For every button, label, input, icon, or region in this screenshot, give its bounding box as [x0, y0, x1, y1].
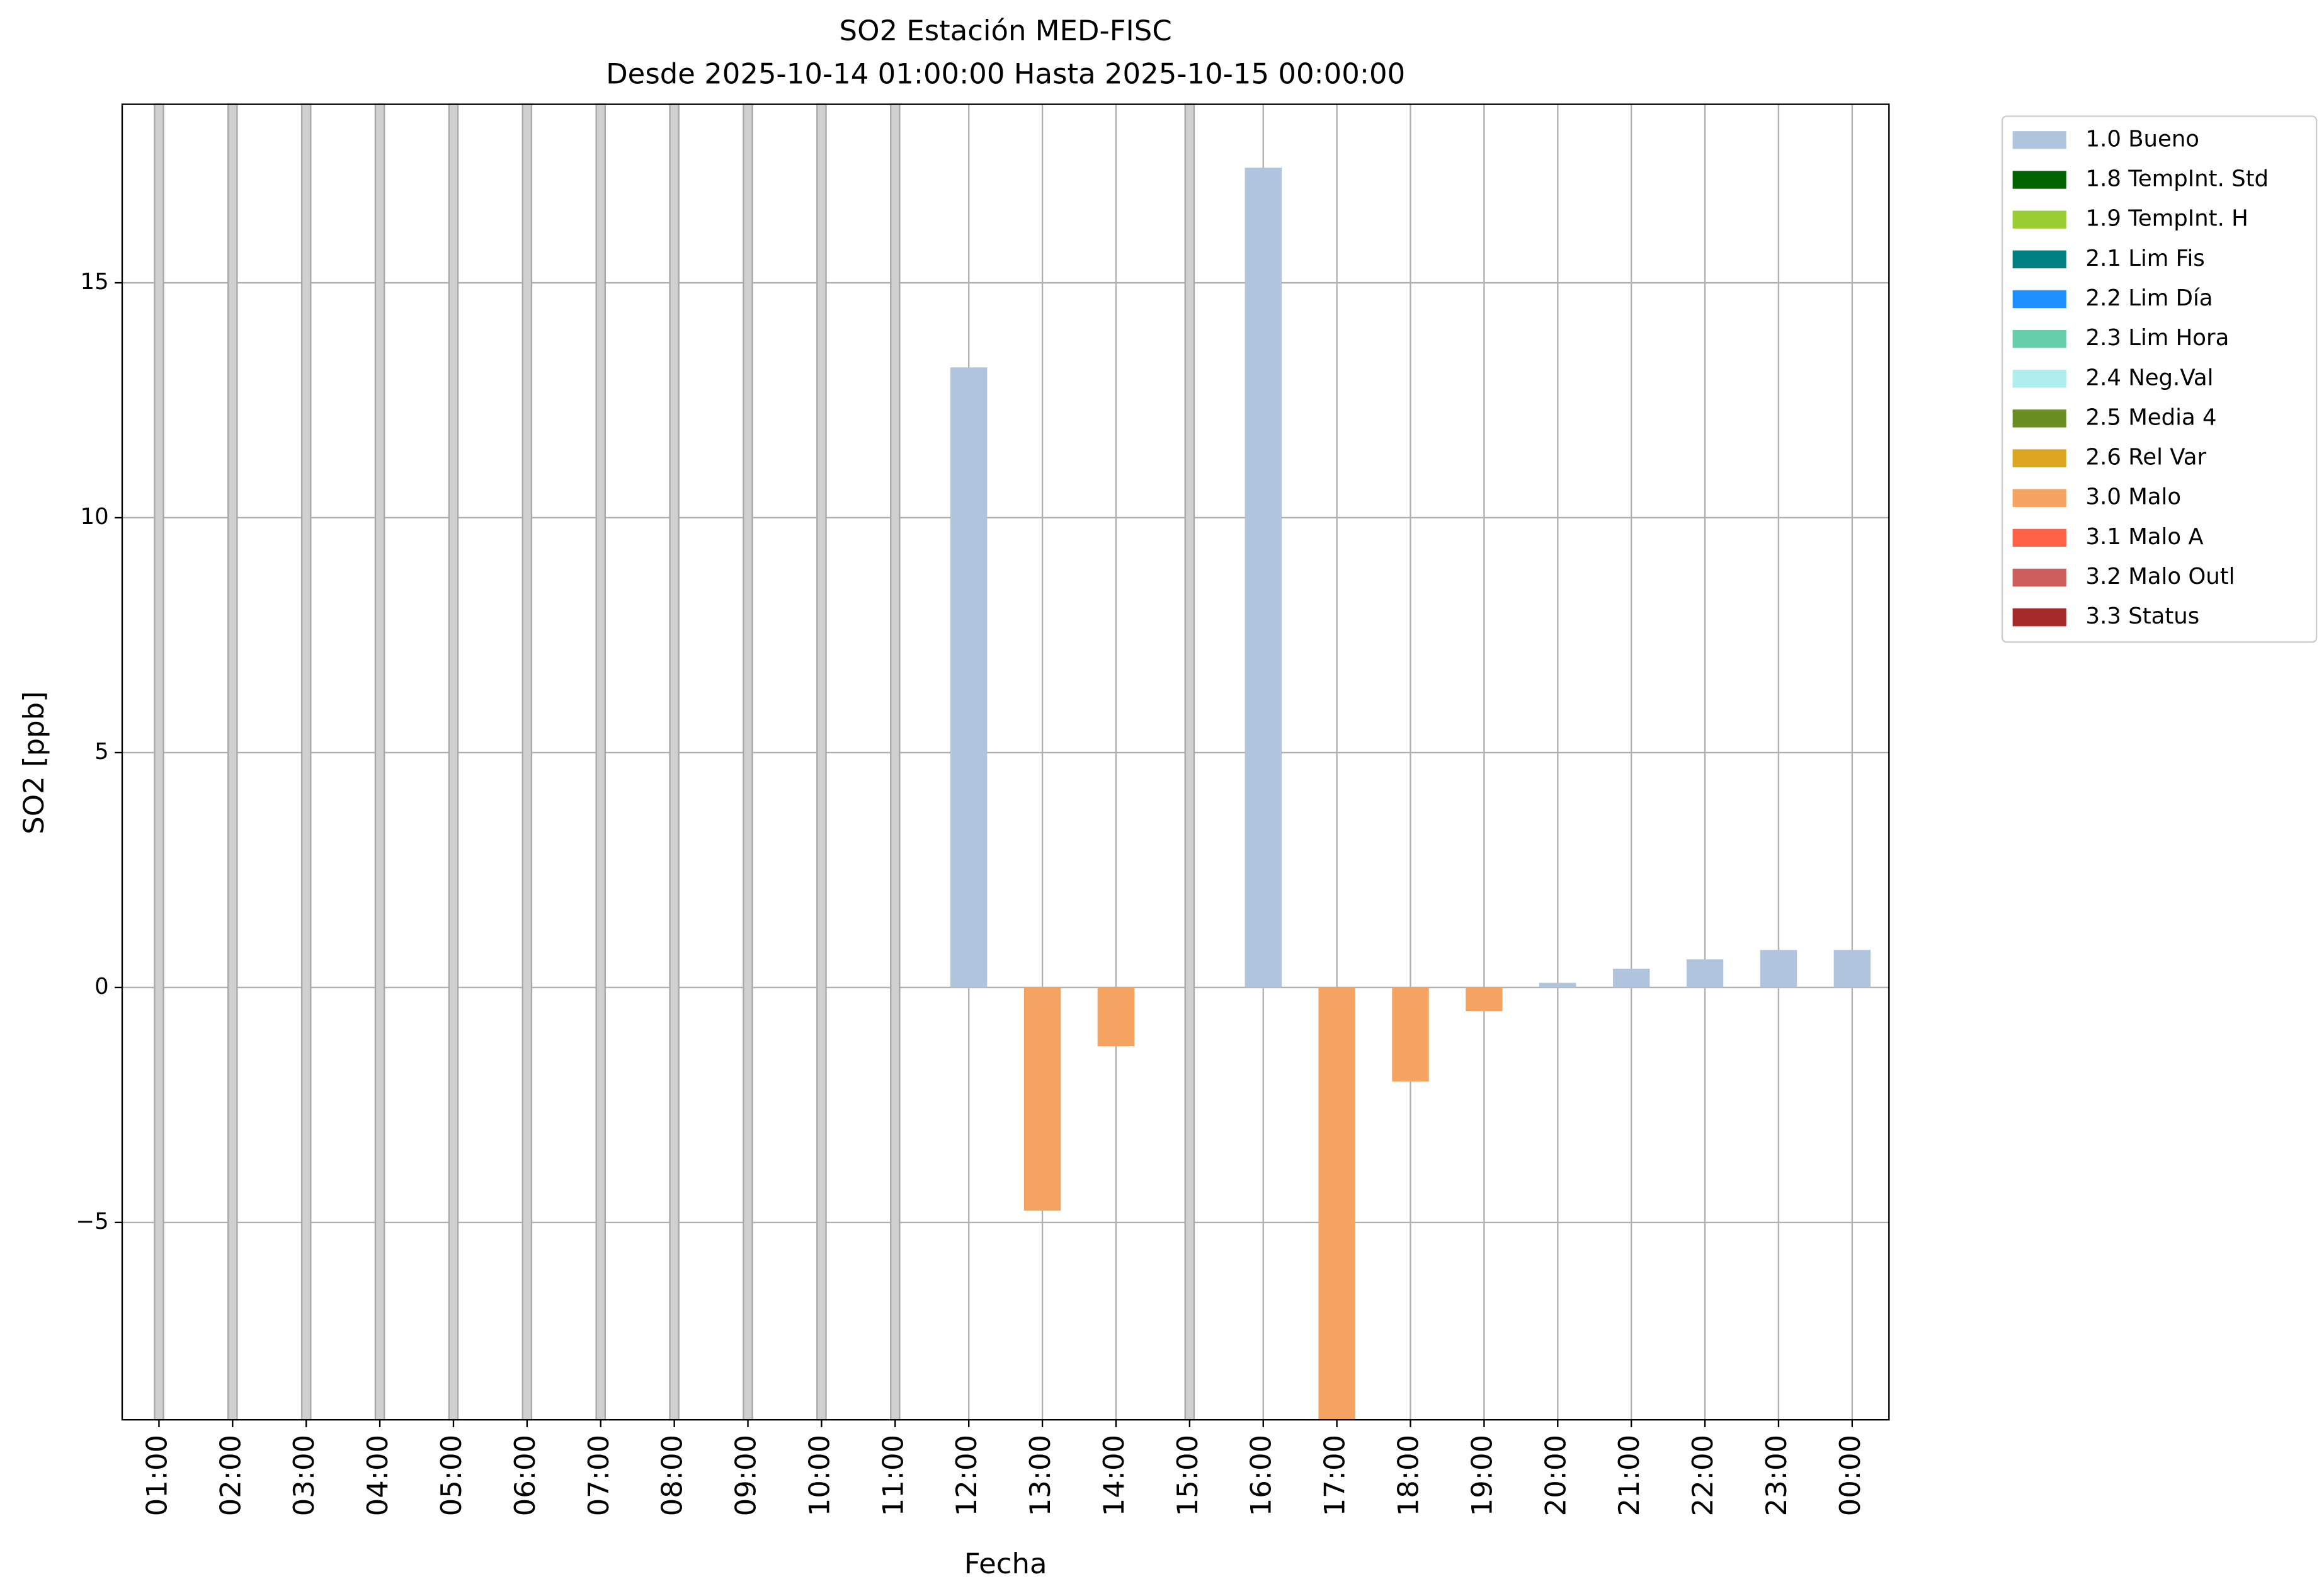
x-tick-label: 23:00	[1760, 1435, 1793, 1517]
x-tick-label: 12:00	[950, 1435, 983, 1517]
missing-band	[595, 103, 607, 1421]
chart-subtitle: Desde 2025-10-14 01:00:00 Hasta 2025-10-…	[606, 57, 1405, 91]
legend-label: 2.5 Media 4	[2086, 404, 2217, 430]
legend-swatch	[2012, 171, 2066, 189]
legend-swatch	[2012, 370, 2066, 388]
legend: 1.0 Bueno 1.8 TempInt. Std 1.9 TempInt. H 2…	[2012, 126, 2269, 629]
legend-label: 1.9 TempInt. H	[2086, 206, 2248, 232]
x-tick-label: 17:00	[1318, 1435, 1352, 1517]
legend-swatch	[2012, 608, 2066, 627]
legend-label: 3.0 Malo	[2086, 484, 2182, 510]
x-tick-label: 14:00	[1097, 1435, 1131, 1517]
legend-label: 2.2 Lim Día	[2086, 285, 2213, 311]
x-tick-label: 01:00	[140, 1435, 173, 1517]
x-tick-label: 08:00	[656, 1435, 689, 1517]
legend-label: 2.6 Rel Var	[2086, 445, 2207, 470]
bar	[1760, 950, 1797, 988]
x-tick-label: 05:00	[435, 1435, 468, 1517]
missing-band	[743, 103, 753, 1421]
x-tick-label: 16:00	[1245, 1435, 1278, 1517]
x-tick-label: 10:00	[802, 1435, 836, 1517]
chart-title: SO2 Estación MED-FISC	[840, 14, 1172, 47]
bar	[1539, 983, 1576, 988]
x-tick-label: 15:00	[1171, 1435, 1204, 1517]
legend-label: 2.1 Lim Fis	[2086, 246, 2205, 271]
x-tick-label: 22:00	[1686, 1435, 1719, 1517]
bar	[1833, 950, 1871, 988]
bar	[1612, 969, 1650, 988]
x-tick-label: 06:00	[508, 1435, 542, 1517]
bar	[1097, 987, 1135, 1047]
y-tick-label: −5	[76, 1209, 108, 1234]
x-tick-label: 13:00	[1023, 1435, 1057, 1517]
missing-band	[890, 103, 901, 1421]
y-tick-label: 0	[94, 974, 109, 1000]
x-tick-label: 18:00	[1392, 1435, 1425, 1517]
legend-swatch	[2012, 329, 2066, 348]
legend-label: 3.1 Malo A	[2086, 524, 2204, 550]
x-axis-label: Fecha	[964, 1547, 1047, 1580]
x-tick-label: 00:00	[1833, 1435, 1867, 1517]
missing-band	[816, 103, 827, 1421]
legend-swatch	[2012, 568, 2066, 587]
legend-swatch	[2012, 290, 2066, 309]
missing-band	[669, 103, 680, 1421]
legend-label: 3.2 Malo Outl	[2086, 564, 2235, 590]
missing-band	[300, 103, 312, 1421]
bar	[1245, 168, 1282, 988]
x-tick-label: 20:00	[1539, 1435, 1572, 1517]
y-tick-label: 10	[81, 504, 109, 530]
missing-band	[1184, 103, 1195, 1421]
bar	[1392, 987, 1429, 1082]
legend-swatch	[2012, 131, 2066, 149]
missing-band	[521, 103, 533, 1421]
y-axis-label: SO2 [ppb]	[17, 691, 50, 834]
grid	[122, 103, 1889, 1421]
y-tick-label: 5	[94, 739, 109, 765]
x-tick-label: 03:00	[287, 1435, 321, 1517]
bar	[1686, 959, 1724, 988]
x-tick-label: 11:00	[876, 1435, 909, 1517]
legend-swatch	[2012, 528, 2066, 547]
missing-band	[227, 103, 238, 1421]
legend-label: 1.0 Bueno	[2086, 126, 2200, 152]
bar	[1318, 987, 1355, 1420]
legend-swatch	[2012, 409, 2066, 428]
axes: −5 0 5 10 15 01:00 02:00 03:00 04:00 05:00 06:00 07…	[76, 269, 1866, 1516]
legend-label: 1.8 TempInt. Std	[2086, 166, 2269, 191]
legend-swatch	[2012, 489, 2066, 507]
missing-band	[448, 103, 459, 1421]
legend-box	[2001, 115, 2318, 643]
legend-swatch	[2012, 210, 2066, 229]
legend-label: 3.3 Status	[2086, 603, 2200, 629]
legend-label: 2.4 Neg.Val	[2086, 365, 2214, 390]
x-tick-label: 19:00	[1465, 1435, 1498, 1517]
bar	[1023, 987, 1061, 1211]
bar	[950, 367, 988, 988]
y-tick-label: 15	[81, 269, 109, 295]
x-tick-label: 04:00	[361, 1435, 394, 1517]
legend-label: 2.3 Lim Hora	[2086, 325, 2230, 351]
legend-swatch	[2012, 449, 2066, 467]
x-tick-label: 07:00	[582, 1435, 615, 1517]
missing-band	[374, 103, 385, 1421]
bar	[1466, 987, 1503, 1012]
x-tick-label: 09:00	[729, 1435, 763, 1517]
x-tick-label: 02:00	[214, 1435, 247, 1517]
missing-band	[154, 103, 164, 1421]
legend-swatch	[2012, 250, 2066, 268]
bars	[950, 168, 1871, 1420]
x-tick-label: 21:00	[1612, 1435, 1646, 1517]
plot-frame	[121, 103, 1890, 1421]
